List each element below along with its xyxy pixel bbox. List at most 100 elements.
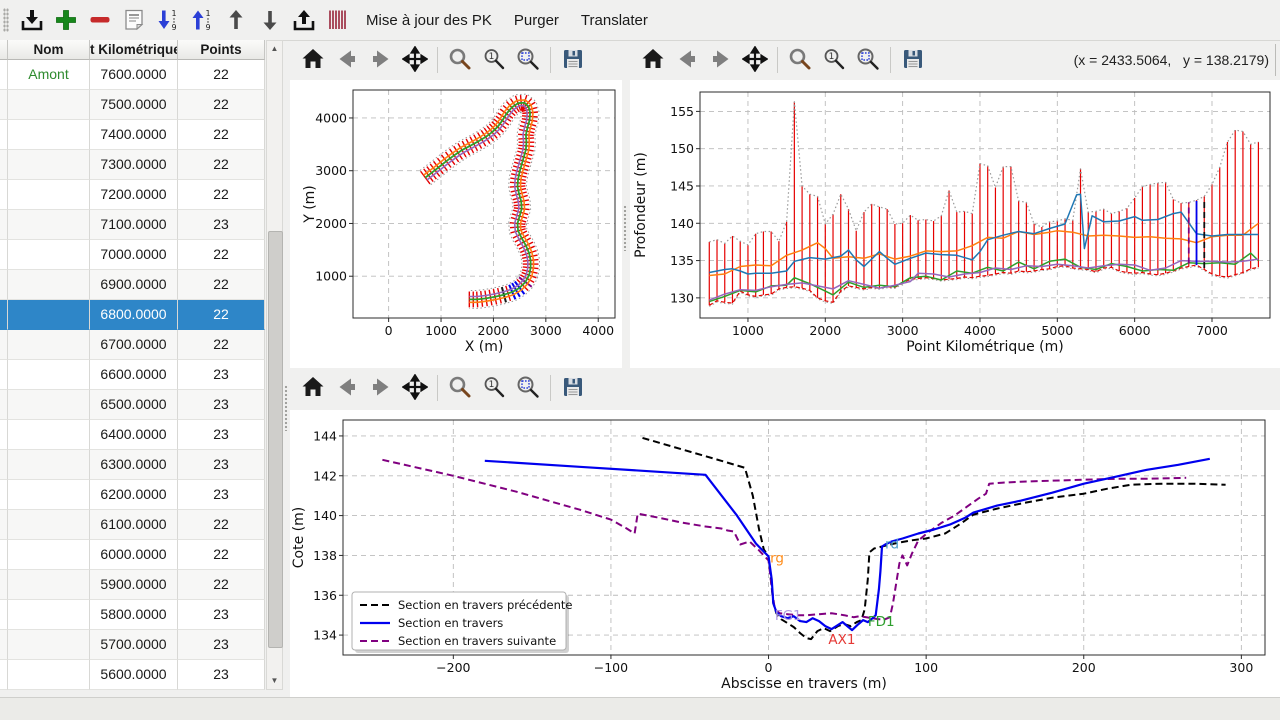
scrollbar-up-arrow-icon[interactable]: ▲ [267, 41, 282, 57]
update-pk-button[interactable]: Mise à jour des PK [355, 4, 503, 36]
update-sections-button[interactable] [323, 4, 353, 36]
column-header-pk[interactable]: t Kilométrique [90, 40, 178, 60]
pan-button[interactable] [741, 45, 769, 75]
table-row[interactable]: 6100.0000 22 [0, 510, 265, 540]
home-button[interactable] [299, 373, 327, 403]
zoom-one-button[interactable]: 1 [480, 373, 508, 403]
pan-button[interactable] [401, 373, 429, 403]
table-row[interactable]: 6900.0000 22 [0, 270, 265, 300]
cell-points: 22 [178, 240, 265, 270]
back-button[interactable] [333, 373, 361, 403]
cell-nom [8, 420, 90, 450]
table-scrollbar[interactable]: ▲ ▼ [266, 40, 283, 690]
zoom-one-icon: 1 [484, 49, 505, 70]
cell-nom [8, 150, 90, 180]
home-button[interactable] [639, 45, 667, 75]
save-button[interactable] [559, 373, 587, 403]
row-header-cell [0, 180, 8, 210]
zoom-region-button[interactable] [514, 373, 542, 403]
export-sections-button[interactable] [289, 4, 319, 36]
table-row[interactable]: 6600.0000 23 [0, 360, 265, 390]
move-up-button[interactable] [221, 4, 251, 36]
zoom-one-icon: 1 [824, 49, 845, 70]
purge-button[interactable]: Purger [503, 4, 570, 36]
column-header-nom[interactable]: Nom [8, 40, 90, 60]
add-section-button[interactable] [51, 4, 81, 36]
cell-pk: 6000.0000 [90, 540, 178, 570]
home-icon [642, 49, 664, 68]
import-sections-button[interactable] [17, 4, 47, 36]
scrollbar-down-arrow-icon[interactable]: ▼ [267, 673, 282, 689]
forward-button[interactable] [707, 45, 735, 75]
table-row[interactable]: 7500.0000 22 [0, 90, 265, 120]
table-row[interactable]: 6300.0000 23 [0, 450, 265, 480]
svg-text:1: 1 [171, 9, 176, 18]
cross-section-canvas[interactable]: Section en travers précédente Section en … [290, 410, 1280, 697]
zoom-one-icon: 1 [484, 377, 505, 398]
svg-text:3000: 3000 [887, 323, 919, 338]
zoom-one-button[interactable]: 1 [480, 45, 508, 75]
home-icon [302, 49, 324, 68]
table-row[interactable]: 6700.0000 22 [0, 330, 265, 360]
vertical-splitter-handle[interactable] [284, 385, 289, 431]
profile-canvas[interactable]: 1000 2000 3000 4000 5000 6000 7000 130 135 140 145… [630, 80, 1280, 368]
svg-text:0: 0 [385, 323, 393, 338]
table-row[interactable]: 6200.0000 23 [0, 480, 265, 510]
cell-points: 23 [178, 450, 265, 480]
table-row[interactable]: 7000.0000 22 [0, 240, 265, 270]
paste-section-button[interactable] [119, 4, 149, 36]
svg-text:1: 1 [205, 9, 210, 18]
zoom-region-icon [517, 376, 539, 398]
scrollbar-thumb[interactable] [268, 231, 283, 648]
cell-points: 23 [178, 660, 265, 690]
table-row[interactable]: 5700.0000 23 [0, 630, 265, 660]
column-header-points[interactable]: Points [178, 40, 265, 60]
table-row[interactable]: 5900.0000 22 [0, 570, 265, 600]
translate-button[interactable]: Translater [570, 4, 659, 36]
arrow-up-icon [229, 10, 243, 29]
svg-text:1000: 1000 [732, 323, 764, 338]
save-button[interactable] [559, 45, 587, 75]
zoom-region-button[interactable] [514, 45, 542, 75]
table-row[interactable]: Amont 7600.0000 22 [0, 60, 265, 90]
table-row[interactable]: 7300.0000 22 [0, 150, 265, 180]
plus-icon [56, 10, 76, 30]
table-row[interactable]: 7100.0000 23 [0, 210, 265, 240]
cell-points: 22 [178, 300, 265, 330]
table-row[interactable]: 6500.0000 23 [0, 390, 265, 420]
cell-pk: 7100.0000 [90, 210, 178, 240]
cursor-coordinates: (x = 2433.5064, y = 138.2179) [1074, 44, 1276, 76]
zoom-one-button[interactable]: 1 [820, 45, 848, 75]
table-row[interactable]: 6800.0000 22 [0, 300, 265, 330]
toolbar-drag-handle[interactable] [3, 8, 9, 32]
svg-text:1000: 1000 [425, 323, 457, 338]
back-button[interactable] [333, 45, 361, 75]
table-row[interactable]: 7200.0000 22 [0, 180, 265, 210]
forward-button[interactable] [367, 45, 395, 75]
cell-points: 22 [178, 270, 265, 300]
cell-points: 22 [178, 510, 265, 540]
table-row[interactable]: 6400.0000 23 [0, 420, 265, 450]
remove-section-button[interactable] [85, 4, 115, 36]
forward-button[interactable] [367, 373, 395, 403]
back-arrow-icon [339, 50, 355, 68]
zoom-region-button[interactable] [854, 45, 882, 75]
sections-table-panel: Nom t Kilométrique Points Amont 7600.0000… [0, 40, 283, 697]
move-down-button[interactable] [255, 4, 285, 36]
back-button[interactable] [673, 45, 701, 75]
plots-splitter-handle[interactable] [623, 205, 628, 251]
save-button[interactable] [899, 45, 927, 75]
table-row[interactable]: 5600.0000 23 [0, 660, 265, 690]
cell-pk: 6300.0000 [90, 450, 178, 480]
zoom-button[interactable] [786, 45, 814, 75]
table-row[interactable]: 7400.0000 22 [0, 120, 265, 150]
table-row[interactable]: 5800.0000 23 [0, 600, 265, 630]
pan-button[interactable] [401, 45, 429, 75]
plan-view-canvas[interactable]: 0 1000 2000 3000 4000 1000 2000 3000 4000 X (m) Y … [290, 80, 622, 368]
home-button[interactable] [299, 45, 327, 75]
zoom-button[interactable] [446, 45, 474, 75]
table-row[interactable]: 6000.0000 22 [0, 540, 265, 570]
zoom-button[interactable] [446, 373, 474, 403]
